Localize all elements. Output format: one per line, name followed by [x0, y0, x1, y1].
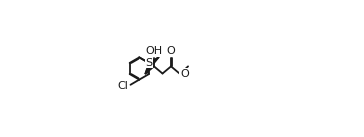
Text: O: O [180, 68, 189, 79]
Text: S: S [145, 58, 153, 68]
Text: O: O [167, 46, 175, 56]
Text: Cl: Cl [117, 81, 128, 91]
Text: OH: OH [146, 46, 163, 56]
